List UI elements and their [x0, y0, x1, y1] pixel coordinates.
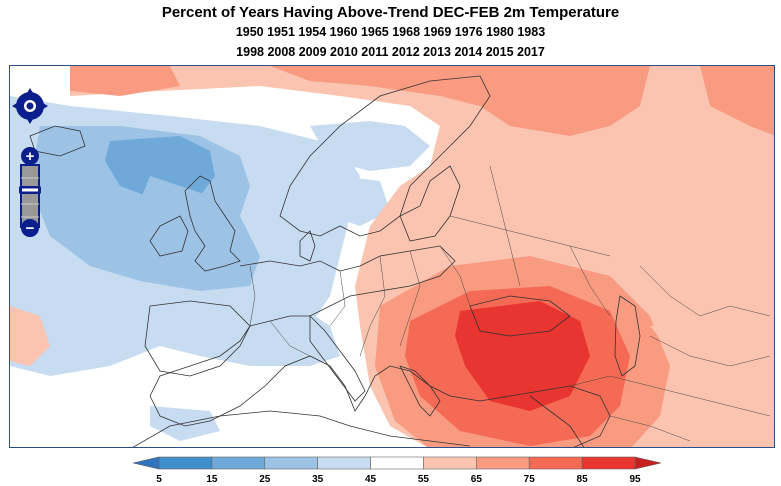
years-line-2: 1998 2008 2009 2010 2011 2012 2013 2014 … — [236, 45, 545, 59]
legend-swatch — [528, 456, 583, 470]
legend-tick-label: 65 — [471, 474, 483, 485]
legend-swatch — [211, 456, 266, 470]
above-trend-shading — [10, 66, 774, 447]
below-trend-shading — [10, 96, 760, 441]
zoom-out-button[interactable]: − — [21, 219, 39, 237]
legend-swatch — [317, 456, 371, 470]
zoom-out-label: − — [26, 220, 35, 237]
legend-tick-label: 15 — [206, 474, 218, 485]
country-borders — [249, 165, 771, 442]
map-viewport[interactable] — [9, 65, 775, 448]
legend-swatch — [370, 456, 424, 470]
zoom-slider-track[interactable] — [19, 164, 41, 228]
legend-swatch — [423, 456, 477, 470]
color-legend-bar: 5 15 25 35 45 55 65 75 85 95 — [132, 456, 662, 485]
legend-tick-label: 75 — [524, 474, 536, 485]
legend-tick-label: 5 — [156, 474, 162, 485]
pan-arrows-icon[interactable] — [12, 88, 48, 124]
legend-over-arrow — [634, 456, 662, 470]
zoom-in-button[interactable]: + — [21, 147, 39, 165]
legend-tick-label: 25 — [259, 474, 271, 485]
legend-swatch — [264, 456, 318, 470]
years-line-1: 1950 1951 1954 1960 1965 1968 1969 1976 … — [235, 25, 546, 39]
legend-tick-label: 45 — [365, 474, 377, 485]
legend-tick-label: 35 — [312, 474, 324, 485]
color-legend: 5 15 25 35 45 55 65 75 85 95 — [132, 455, 662, 485]
map-navigation-control[interactable]: + − — [12, 86, 48, 237]
legend-tick-label: 95 — [629, 474, 641, 485]
map-canvas[interactable] — [10, 66, 775, 448]
legend-tick-label: 85 — [577, 474, 589, 485]
legend-swatch — [581, 456, 636, 470]
legend-swatch — [476, 456, 530, 470]
legend-swatch — [158, 456, 213, 470]
zoom-in-label: + — [26, 148, 35, 165]
legend-tick-label: 55 — [418, 474, 430, 485]
legend-under-arrow — [132, 456, 160, 470]
map-title: Percent of Years Having Above-Trend DEC-… — [161, 4, 620, 21]
